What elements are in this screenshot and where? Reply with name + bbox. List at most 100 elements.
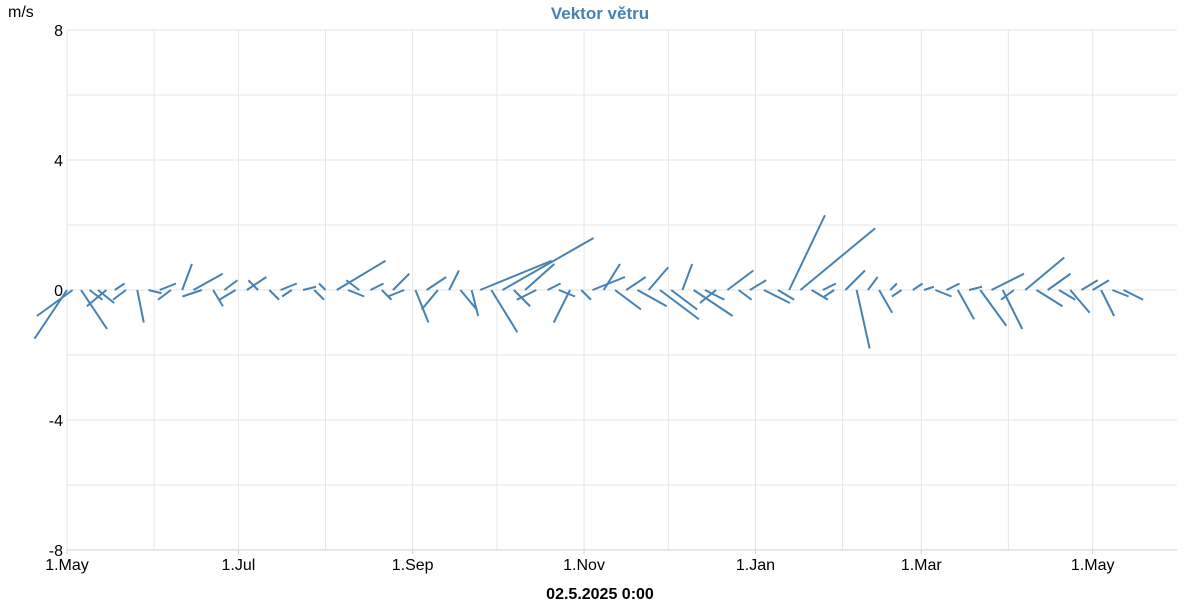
wind-vector [246, 276, 267, 291]
wind-vector [97, 289, 115, 304]
wind-vector [88, 289, 104, 301]
wind-vector [547, 282, 561, 291]
wind-vector [636, 289, 668, 308]
wind-vector [470, 289, 480, 317]
wind-vector [580, 289, 592, 301]
y-tick-label: 8 [54, 23, 63, 40]
wind-vector [602, 263, 621, 291]
wind-vector [891, 289, 903, 298]
wind-vector [1035, 289, 1064, 308]
wind-vector [1100, 289, 1116, 317]
wind-vector [479, 259, 552, 291]
wind-vector [788, 214, 826, 291]
wind-vector [763, 289, 791, 304]
wind-vector [370, 282, 384, 291]
wind-vector [704, 289, 725, 301]
x-tick-label: 1.May [1071, 557, 1115, 574]
wind-vector [681, 263, 694, 291]
wind-vector [280, 282, 298, 291]
wind-vector [345, 279, 360, 291]
wind-vector [614, 289, 642, 311]
wind-vectors [33, 214, 1144, 349]
wind-vector [313, 289, 325, 301]
wind-vector [822, 282, 837, 291]
timestamp-label: 02.5.2025 0:00 [546, 586, 654, 600]
wind-vector [1111, 289, 1129, 298]
wind-vector [1069, 289, 1091, 314]
wind-vector [192, 272, 224, 291]
wind-vector [516, 289, 537, 301]
wind-vector [1058, 289, 1076, 301]
wind-vector [946, 282, 961, 291]
wind-vector [968, 285, 983, 291]
y-tick-label: -8 [49, 543, 63, 560]
wind-vector [426, 276, 447, 291]
x-tick-label: 1.Jul [222, 557, 256, 574]
x-tick-label: 1.Mar [901, 557, 943, 574]
wind-vector [182, 289, 203, 298]
wind-vector [867, 276, 879, 291]
wind-vector [148, 289, 162, 295]
x-tick-label: 1.May [45, 557, 89, 574]
wind-vector [80, 289, 108, 330]
wind-vector [36, 289, 74, 317]
wind-vector [799, 227, 876, 291]
wind-vector [212, 289, 224, 307]
wind-vector [878, 289, 893, 314]
wind-vector [136, 289, 145, 323]
wind-vector [218, 289, 237, 301]
wind-vector [448, 270, 460, 291]
wind-vector [991, 272, 1025, 291]
wind-vector [1123, 289, 1144, 301]
x-tick-label: 1.Sep [392, 557, 434, 574]
wind-vector [381, 289, 393, 301]
wind-vector [1000, 289, 1015, 301]
y-tick-label: 4 [54, 153, 63, 170]
wind-vector [392, 273, 410, 291]
wind-vector [414, 289, 430, 323]
wind-vector [86, 289, 107, 308]
wind-vector [223, 279, 238, 291]
wind-vector [558, 289, 576, 298]
y-axis-unit-label: m/s [8, 4, 34, 21]
y-tick-label: 0 [54, 283, 63, 300]
wind-vector [112, 289, 127, 301]
wind-vector [318, 282, 327, 291]
wind-vector [1092, 279, 1110, 291]
wind-vector [670, 289, 698, 311]
wind-vector [659, 289, 700, 321]
wind-vector [726, 269, 754, 291]
wind-vector [979, 289, 1008, 327]
wind-vector [268, 289, 280, 301]
wind-vector [844, 269, 866, 291]
wind-vector [302, 285, 317, 291]
wind-vector [459, 289, 478, 311]
wind-vector [420, 289, 439, 311]
wind-vector [336, 259, 387, 291]
wind-vector [738, 289, 753, 301]
wind-vector [777, 289, 795, 301]
grid-lines [66, 29, 1177, 551]
wind-vector [347, 289, 365, 298]
wind-vector [699, 289, 717, 304]
wind-vector [1047, 272, 1072, 291]
y-tick-label: -4 [49, 413, 63, 430]
wind-vector [490, 289, 519, 333]
x-tick-label: 1.Nov [563, 557, 605, 574]
wind-vector [159, 282, 177, 291]
x-tick-label: 1.Jan [736, 557, 775, 574]
wind-vector [647, 266, 669, 291]
wind-vector [114, 282, 126, 291]
wind-vector [157, 289, 172, 301]
wind-vector [823, 289, 835, 298]
wind-vector [912, 282, 924, 291]
wind-vector [749, 279, 767, 291]
wind-vector [552, 289, 571, 323]
wind-vector [181, 263, 193, 291]
wind-vector [811, 289, 829, 301]
x-tick-labels: 1.May 1.Jul 1.Sep 1.Nov 1.Jan 1.Mar 1.May [45, 550, 1114, 574]
wind-vector [923, 285, 935, 291]
wind-vector [1024, 256, 1065, 291]
wind-vector [524, 263, 555, 291]
wind-vector [625, 276, 647, 291]
